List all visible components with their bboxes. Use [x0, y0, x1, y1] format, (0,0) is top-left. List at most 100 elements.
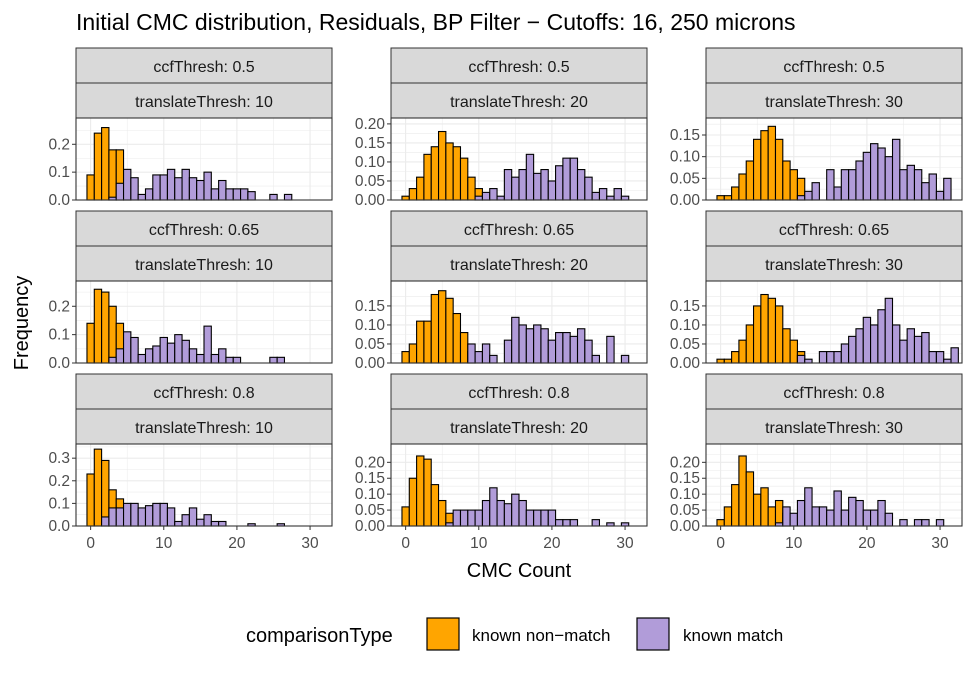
bar-known-nonmatch [752, 493, 762, 527]
bar-known-match [862, 509, 872, 527]
bar-known-nonmatch [101, 459, 110, 527]
bar-known-match [218, 520, 227, 527]
bar-known-match [569, 157, 579, 201]
y-tick-label: 0.0 [48, 355, 70, 372]
bar-known-match [489, 354, 498, 364]
y-tick-label: 0.2 [48, 473, 70, 490]
y-tick-label: 0.10 [355, 317, 386, 334]
bar-known-nonmatch [452, 146, 462, 201]
bar-known-match [232, 356, 242, 364]
bar-known-nonmatch [716, 195, 725, 201]
bar-known-match [547, 339, 557, 364]
bar-known-match [598, 188, 608, 201]
panel-border [75, 117, 333, 201]
bar-known-match [137, 353, 147, 364]
bar-known-match [855, 499, 864, 527]
facet-strip-ccf [705, 47, 963, 84]
panel-border [705, 443, 963, 527]
bar-known-nonmatch [767, 297, 777, 364]
bar-known-match [203, 514, 212, 527]
bar-known-match [122, 502, 132, 527]
bar-known-nonmatch [416, 176, 425, 201]
bar-known-nonmatch [738, 339, 747, 364]
bar-known-nonmatch [408, 343, 418, 364]
bar-known-nonmatch [93, 132, 103, 201]
bar-known-match [569, 335, 579, 364]
bar-known-nonmatch [437, 499, 447, 527]
facet-panel: ccfThresh: 0.65 translateThresh: 30 0.00 0.… [670, 210, 963, 372]
bar-known-match [269, 356, 278, 364]
bar-known-match [210, 520, 220, 527]
x-tick-label: 10 [470, 535, 488, 552]
x-tick-label: 20 [543, 535, 561, 552]
bar-known-nonmatch [782, 328, 791, 364]
bar-known-nonmatch [401, 351, 410, 364]
legend-swatch-known-nonmatch [426, 617, 460, 651]
y-tick-label: 0.15 [670, 127, 700, 144]
bar-known-match [467, 509, 476, 527]
facet-strip-translate [75, 245, 333, 282]
x-tick-label: 0 [401, 535, 410, 552]
bar-known-match [481, 191, 491, 201]
bar-known-match [569, 519, 579, 527]
bar-known-match [606, 335, 615, 364]
panel-border [390, 443, 648, 527]
facet-strip-label: translateThresh: 30 [765, 94, 903, 111]
bar-known-match [474, 351, 483, 364]
bar-known-nonmatch [760, 293, 769, 364]
bar-known-match [826, 351, 835, 364]
bar-known-match [166, 507, 176, 527]
y-tick-label: 0.10 [670, 149, 701, 166]
bar-known-match [826, 169, 835, 201]
facet-strip-translate [705, 245, 963, 282]
bar-known-match [518, 499, 527, 527]
bar-known-match [562, 332, 571, 364]
bar-known-nonmatch [752, 305, 762, 364]
bar-known-match [115, 507, 125, 527]
bar-known-match [891, 324, 901, 364]
legend-title: comparisonType [246, 625, 393, 647]
bar-known-match [591, 354, 601, 364]
facet-strip-label: translateThresh: 10 [135, 257, 273, 274]
bar-known-nonmatch [445, 297, 454, 364]
bar-known-match [210, 353, 220, 364]
x-tick-label: 0 [716, 535, 725, 552]
bar-known-match [935, 351, 945, 364]
y-tick-label: 0.05 [355, 173, 385, 190]
panel-border [390, 117, 648, 201]
y-tick-label: 0.15 [670, 298, 700, 315]
bar-known-match [525, 509, 535, 527]
bar-known-match [188, 177, 198, 201]
facet-strip-label: ccfThresh: 0.5 [468, 59, 569, 76]
bar-known-match [855, 160, 864, 201]
bar-known-nonmatch [401, 506, 410, 527]
bar-known-match [174, 520, 183, 527]
bar-known-match [474, 195, 483, 201]
y-tick-label: 0.1 [48, 164, 70, 181]
facet-strip-label: ccfThresh: 0.8 [153, 385, 254, 402]
bar-known-match [196, 179, 205, 201]
bar-known-nonmatch [430, 484, 440, 527]
bar-known-match [591, 191, 601, 201]
bar-known-match [174, 334, 183, 364]
bar-known-match [818, 351, 828, 364]
bar-known-match [811, 182, 820, 201]
y-tick-label: 0.3 [48, 450, 70, 467]
bar-known-nonmatch [745, 160, 755, 201]
bar-known-match [899, 169, 908, 201]
bar-known-nonmatch [760, 130, 769, 201]
bar-known-match [489, 487, 498, 527]
bar-known-nonmatch [108, 305, 117, 364]
y-tick-label: 0.10 [355, 486, 386, 503]
y-tick-label: 0.00 [355, 355, 386, 372]
bar-known-match [130, 336, 139, 364]
bar-known-match [576, 169, 586, 201]
facet-strip-label: translateThresh: 10 [135, 94, 273, 111]
bar-known-match [196, 353, 205, 364]
y-tick-label: 0.0 [48, 192, 70, 209]
bar-known-match [562, 157, 571, 201]
bar-known-match [203, 171, 212, 201]
bar-known-match [848, 169, 857, 201]
bar-known-match [181, 514, 190, 527]
bar-known-nonmatch [423, 458, 432, 527]
